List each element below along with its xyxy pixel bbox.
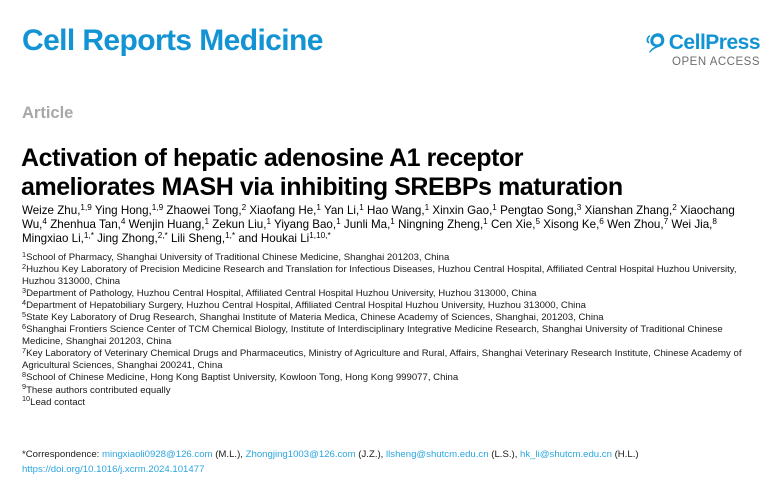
- affiliation-text: School of Pharmacy, Shanghai University …: [26, 252, 450, 263]
- affiliation-text: Department of Pathology, Huzhou Central …: [26, 288, 537, 300]
- affiliation-marker: 5: [22, 309, 27, 319]
- affiliation-text: State Key Laboratory of Drug Research, S…: [26, 312, 604, 324]
- affiliation-item: 9These authors contributed equally: [22, 382, 764, 397]
- affiliation-text: Shanghai Frontiers Science Center of TCM…: [22, 324, 723, 348]
- affiliation-item: 8School of Chinese Medicine, Hong Kong B…: [22, 369, 764, 384]
- affiliation-marker: 9: [22, 382, 27, 392]
- affiliation-marker: 10: [22, 394, 31, 404]
- author-list: Weize Zhu,1,9 Ying Hong,1,9 Zhaowei Tong…: [22, 203, 735, 246]
- title-line-2: ameliorates MASH via inhibiting SREBPs m…: [21, 172, 623, 201]
- affiliation-item: 6Shanghai Frontiers Science Center of TC…: [22, 321, 764, 348]
- affiliation-marker: 4: [22, 297, 27, 307]
- correspondence-email[interactable]: llsheng@shutcm.edu.cn: [386, 449, 489, 460]
- affiliation-marker: 3: [22, 285, 27, 295]
- cellpress-logo[interactable]: CellPress OPEN ACCESS: [630, 30, 761, 69]
- page-title: Activation of hepatic adenosine A1 recep…: [21, 144, 721, 202]
- article-type-label: Article: [22, 104, 74, 122]
- affiliation-text: These authors contributed equally: [26, 384, 171, 396]
- cellpress-wordmark: CellPress: [668, 30, 761, 54]
- affiliation-marker: 6: [22, 321, 27, 331]
- correspondence-initials: (M.L.),: [212, 449, 243, 460]
- affiliation-marker: 8: [22, 369, 27, 379]
- correspondence-initials: (J.Z.),: [355, 449, 384, 460]
- doi-link[interactable]: https://doi.org/10.1016/j.xcrm.2024.1014…: [22, 464, 205, 475]
- affiliation-item: 4Department of Hepatobiliary Surgery, Hu…: [22, 297, 764, 312]
- affiliation-item: 10Lead contact: [22, 394, 764, 409]
- affiliation-item: 2Huzhou Key Laboratory of Precision Medi…: [22, 261, 764, 288]
- correspondence-email[interactable]: mingxiaoli0928@126.com: [102, 449, 213, 460]
- correspondence-label: *Correspondence:: [22, 449, 100, 460]
- affiliation-item: 7Key Laboratory of Veterinary Chemical D…: [22, 345, 764, 372]
- affiliation-text: Department of Hepatobiliary Surgery, Huz…: [26, 300, 586, 312]
- correspondence-email[interactable]: hk_li@shutcm.edu.cn: [520, 449, 612, 460]
- journal-title: Cell Reports Medicine: [22, 24, 323, 57]
- affiliation-marker: 2: [22, 261, 27, 271]
- affiliation-text: School of Chinese Medicine, Hong Kong Ba…: [26, 372, 459, 384]
- affiliation-marker: 1: [22, 249, 27, 259]
- journal-masthead: Cell Reports Medicine CellPress OPEN ACC…: [0, 0, 774, 88]
- cellpress-swirl-icon: [646, 32, 665, 53]
- affiliation-text: Key Laboratory of Veterinary Chemical Dr…: [22, 348, 742, 372]
- affiliation-item: 1School of Pharmacy, Shanghai University…: [22, 249, 764, 264]
- affiliation-item: 3Department of Pathology, Huzhou Central…: [22, 285, 764, 300]
- affiliation-item: 5State Key Laboratory of Drug Research, …: [22, 309, 764, 324]
- affiliation-marker: 7: [22, 345, 27, 355]
- correspondence-initials: (H.L.): [611, 449, 639, 460]
- affiliation-text: Lead contact: [30, 396, 86, 408]
- correspondence-initials: (L.S.),: [488, 449, 518, 460]
- correspondence-line: *Correspondence: mingxiaoli0928@126.com …: [22, 449, 770, 461]
- affiliation-list: 1School of Pharmacy, Shanghai University…: [22, 249, 764, 409]
- doi-line: https://doi.org/10.1016/j.xcrm.2024.1014…: [22, 464, 204, 476]
- affiliation-text: Huzhou Key Laboratory of Precision Medic…: [22, 264, 737, 288]
- cellpress-logo-row: CellPress: [630, 30, 761, 54]
- correspondence-emails: mingxiaoli0928@126.com (M.L.), Zhongjing…: [99, 449, 639, 460]
- correspondence-email[interactable]: Zhongjing1003@126.com: [245, 449, 356, 460]
- title-line-1: Activation of hepatic adenosine A1 recep…: [21, 143, 524, 172]
- open-access-label: OPEN ACCESS: [672, 56, 760, 68]
